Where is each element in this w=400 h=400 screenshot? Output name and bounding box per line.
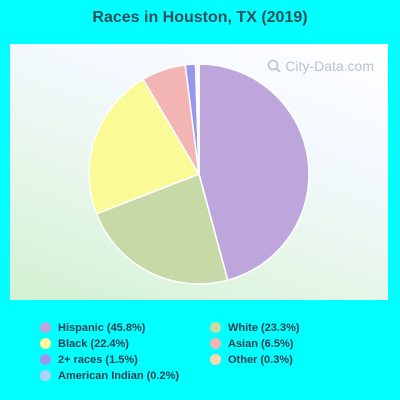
legend: Hispanic (45.8%) White (23.3%) Black (22.4… bbox=[40, 321, 380, 382]
legend-item: American Indian (0.2%) bbox=[40, 369, 210, 382]
legend-label: Asian (6.5%) bbox=[228, 337, 294, 350]
legend-label: Black (22.4%) bbox=[58, 337, 129, 350]
legend-label: Other (0.3%) bbox=[228, 353, 293, 366]
pie-chart bbox=[88, 63, 310, 285]
pie-slice-0 bbox=[198, 63, 310, 282]
legend-label: White (23.3%) bbox=[228, 321, 300, 334]
legend-label: American Indian (0.2%) bbox=[58, 369, 180, 382]
pie-slice-2 bbox=[88, 78, 201, 215]
legend-swatch bbox=[210, 354, 221, 365]
chart-title: Races in Houston, TX (2019) bbox=[92, 9, 308, 26]
pie-slice-6 bbox=[196, 63, 200, 175]
legend-swatch bbox=[40, 370, 51, 381]
legend-item: White (23.3%) bbox=[210, 321, 380, 334]
plot-area: City-Data.com bbox=[10, 44, 388, 300]
legend-swatch bbox=[40, 338, 51, 349]
legend-item: Other (0.3%) bbox=[210, 353, 380, 366]
legend-swatch bbox=[40, 322, 51, 333]
legend-label: Hispanic (45.8%) bbox=[58, 321, 146, 334]
legend-label: 2+ races (1.5%) bbox=[58, 353, 138, 366]
watermark: City-Data.com bbox=[267, 58, 374, 74]
legend-item: 2+ races (1.5%) bbox=[40, 353, 210, 366]
legend-swatch bbox=[210, 322, 221, 333]
legend-swatch bbox=[40, 354, 51, 365]
search-icon bbox=[268, 59, 281, 73]
legend-item: Asian (6.5%) bbox=[210, 337, 380, 350]
watermark-text: City-Data.com bbox=[285, 58, 374, 74]
legend-swatch bbox=[210, 338, 221, 349]
legend-item: Black (22.4%) bbox=[40, 337, 210, 350]
legend-item: Hispanic (45.8%) bbox=[40, 321, 210, 334]
